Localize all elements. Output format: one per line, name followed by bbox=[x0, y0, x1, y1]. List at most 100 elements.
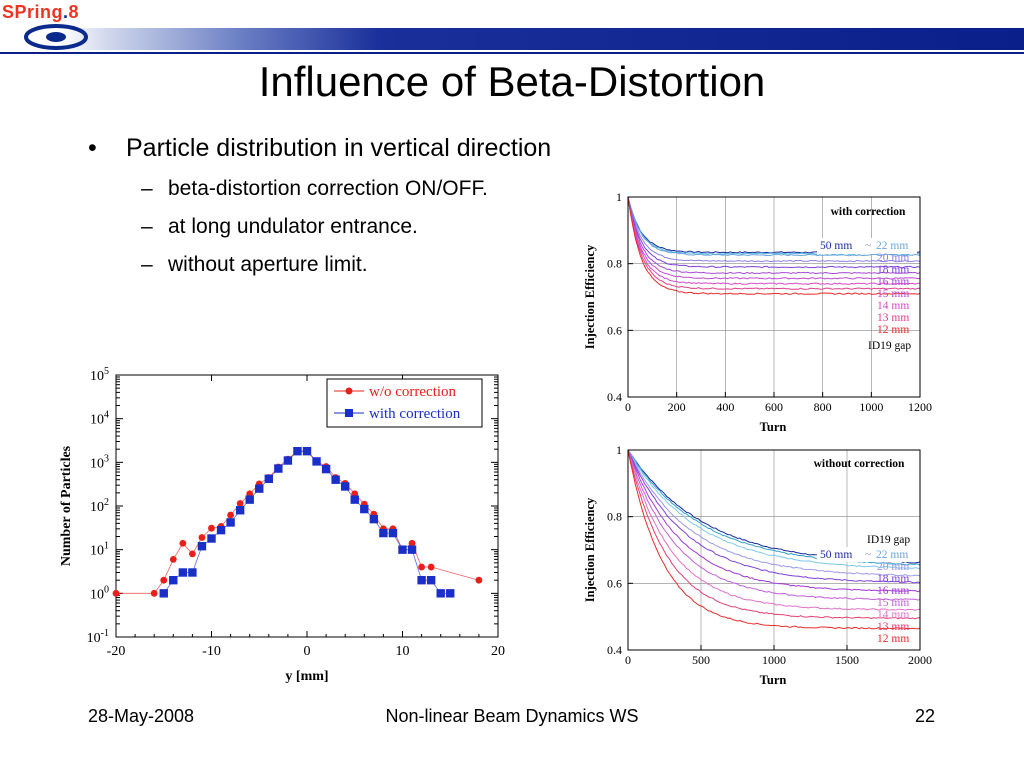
x-tick-label: 10 bbox=[396, 644, 410, 659]
x-tick-label: 1500 bbox=[835, 653, 859, 667]
axis-ticks: 0 500 1000 1500 2000 1 0.8 0.6 0.4 bbox=[607, 443, 932, 667]
legend-label: 15 mm bbox=[877, 597, 909, 609]
legend-label: 14 mm bbox=[877, 300, 909, 312]
legend-marker-with bbox=[345, 409, 353, 417]
sub-bullet-text: without aperture limit. bbox=[168, 253, 368, 276]
x-axis-label: Turn bbox=[760, 673, 787, 687]
x-tick-label: 1200 bbox=[908, 400, 932, 414]
page-title: Influence of Beta-Distortion bbox=[258, 58, 766, 105]
sub-bullet-text: beta-distortion correction ON/OFF. bbox=[168, 177, 488, 200]
data-point bbox=[178, 568, 188, 577]
series-line bbox=[627, 196, 921, 295]
data-point bbox=[341, 479, 349, 487]
x-tick-label: 600 bbox=[765, 400, 783, 414]
legend-label: 13 mm bbox=[877, 312, 909, 324]
legend-label-wo: w/o correction bbox=[369, 384, 457, 400]
legend-from: 50 mm bbox=[820, 549, 852, 561]
data-point bbox=[408, 539, 416, 547]
data-point bbox=[313, 458, 320, 465]
data-point bbox=[294, 447, 301, 455]
plot-frame bbox=[627, 196, 921, 398]
x-tick-label: 500 bbox=[692, 653, 710, 667]
legend-label: 12 mm bbox=[877, 633, 909, 645]
y-tick-label: 105 bbox=[90, 366, 109, 384]
data-point bbox=[417, 575, 426, 585]
data-point bbox=[227, 511, 235, 519]
data-point bbox=[112, 589, 120, 597]
data-point bbox=[160, 576, 168, 584]
legend-bg bbox=[817, 238, 917, 254]
x-tick-label: 800 bbox=[814, 400, 832, 414]
series-line bbox=[627, 449, 921, 577]
series-line bbox=[627, 449, 921, 620]
legend: w/o correction with correction bbox=[326, 378, 483, 428]
spring8-logo: SPring.8 bbox=[0, 0, 100, 52]
plot-frame bbox=[115, 374, 499, 638]
data-point bbox=[197, 542, 207, 551]
y-tick-label: 101 bbox=[90, 541, 109, 559]
data-point bbox=[407, 545, 417, 554]
y-tick-label: 10-1 bbox=[87, 628, 109, 646]
data-point bbox=[475, 576, 483, 584]
data-point bbox=[360, 500, 368, 508]
header-line bbox=[0, 52, 1024, 54]
data-point bbox=[246, 490, 254, 498]
series-lines bbox=[627, 449, 921, 630]
series-line bbox=[627, 196, 920, 285]
dash-mark: – bbox=[141, 177, 153, 200]
data-point bbox=[389, 525, 397, 533]
legend-label: 15 mm bbox=[877, 288, 909, 300]
data-point bbox=[321, 464, 331, 474]
data-point bbox=[446, 589, 455, 598]
data-point bbox=[150, 589, 158, 597]
y-tick-label: 1 bbox=[616, 190, 622, 204]
data-point bbox=[216, 525, 226, 535]
data-point bbox=[332, 474, 340, 481]
legend-from: 50 mm bbox=[820, 240, 852, 252]
data-point bbox=[418, 563, 425, 571]
y-tick-label: 0.4 bbox=[607, 390, 622, 404]
x-tick-label: -10 bbox=[202, 644, 221, 659]
x-tick-label: -20 bbox=[107, 644, 126, 659]
series-line bbox=[627, 196, 921, 257]
plot-frame bbox=[627, 449, 921, 651]
legend-marker-wo bbox=[345, 387, 353, 395]
data-point bbox=[426, 575, 436, 585]
x-tick-label: 20 bbox=[491, 644, 505, 659]
data-point bbox=[322, 463, 330, 470]
x-tick-label: 400 bbox=[716, 400, 734, 414]
data-point bbox=[207, 534, 216, 543]
series-line bbox=[627, 449, 921, 593]
data-point bbox=[360, 504, 369, 514]
series-line bbox=[116, 450, 480, 594]
legend-label: 14 mm bbox=[877, 609, 909, 621]
series-line bbox=[627, 449, 921, 584]
header-bar bbox=[0, 28, 1024, 50]
series-line bbox=[627, 449, 921, 570]
y-tick-label: 0.8 bbox=[607, 257, 622, 271]
legend-sep: ~ bbox=[865, 240, 871, 252]
series-lines bbox=[627, 196, 921, 295]
x-tick-label: 1000 bbox=[762, 653, 786, 667]
y-axis-label: Injection Efficiency bbox=[583, 244, 597, 349]
series-line bbox=[627, 449, 921, 601]
series-line bbox=[163, 450, 451, 594]
legend-label: 13 mm bbox=[877, 621, 909, 633]
legend-label: 16 mm bbox=[877, 585, 909, 597]
data-point bbox=[283, 456, 293, 465]
x-tick-label: 200 bbox=[668, 400, 686, 414]
grid-lines bbox=[628, 450, 920, 650]
series-marks bbox=[112, 446, 483, 598]
series-line bbox=[627, 449, 921, 630]
data-point bbox=[208, 524, 215, 532]
legend-label: 20 mm bbox=[877, 252, 909, 264]
data-point bbox=[427, 563, 435, 571]
y-tick-label: 0.6 bbox=[607, 323, 622, 337]
data-point bbox=[388, 528, 398, 538]
data-point bbox=[274, 463, 282, 471]
y-axis-label: Number of Particles bbox=[59, 445, 74, 566]
data-point bbox=[255, 484, 264, 493]
chart-title: with correction bbox=[831, 206, 906, 218]
